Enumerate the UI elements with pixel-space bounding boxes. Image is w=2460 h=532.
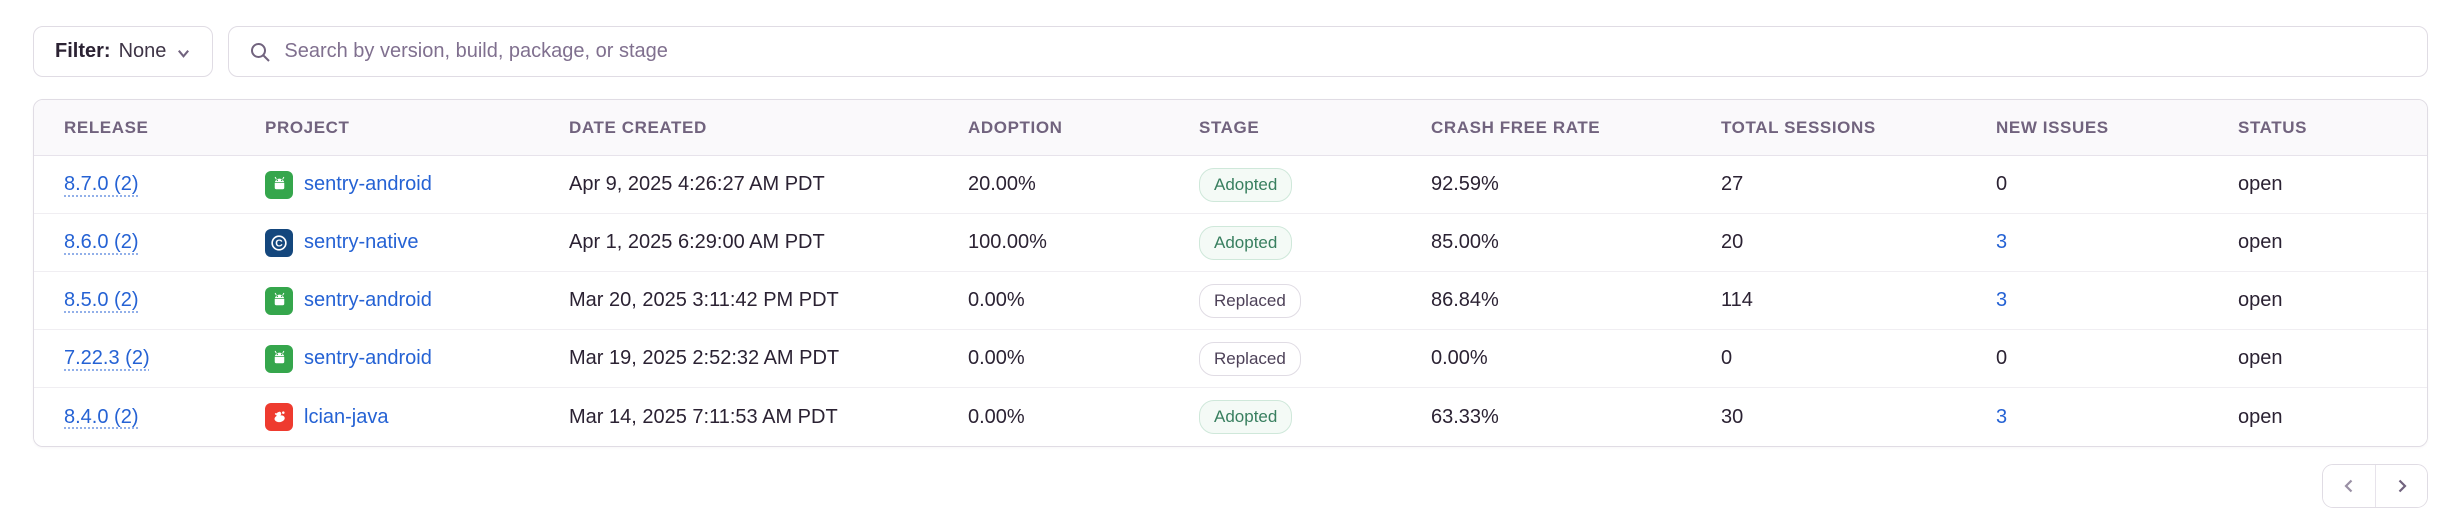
adoption-cell: 0.00% xyxy=(968,347,1025,369)
date-created-cell: Apr 9, 2025 4:26:27 AM PDT xyxy=(569,173,825,195)
table-row: 8.7.0 (2) sentry-android Apr 9, 2025 4:2… xyxy=(34,156,2427,214)
filter-value: None xyxy=(118,40,167,62)
total-sessions-cell: 27 xyxy=(1721,173,1744,195)
table-row: 7.22.3 (2) sentry-android Mar 19, 2025 2… xyxy=(34,330,2427,388)
table-row: 8.6.0 (2) C sentry-native Apr 1, 2025 6:… xyxy=(34,214,2427,272)
new-issues-link[interactable]: 3 xyxy=(1996,289,2008,311)
column-header-stage: Stage xyxy=(1199,117,1260,137)
project-link[interactable]: sentry-android xyxy=(304,347,432,369)
status-cell: open xyxy=(2238,289,2283,311)
column-header-total-sessions: Total Sessions xyxy=(1721,117,1876,137)
chevron-down-icon xyxy=(178,49,190,58)
total-sessions-cell: 20 xyxy=(1721,231,1744,253)
release-version-link[interactable]: 7.22.3 (2) xyxy=(64,347,150,369)
status-cell: open xyxy=(2238,405,2283,428)
status-cell: open xyxy=(2238,231,2283,253)
search-bar[interactable] xyxy=(228,26,2428,77)
android-icon xyxy=(265,344,293,373)
new-issues-cell: 0 xyxy=(1996,347,2008,369)
new-issues-link[interactable]: 3 xyxy=(1996,231,2008,253)
column-header-project: Project xyxy=(265,117,350,137)
column-header-status: Status xyxy=(2238,117,2308,137)
table-row: 8.5.0 (2) sentry-android Mar 20, 2025 3:… xyxy=(34,272,2427,330)
project-link[interactable]: lcian-java xyxy=(304,405,389,428)
table-row: 8.4.0 (2) lcian-java Mar 14, 2025 7:11:5… xyxy=(34,388,2427,446)
status-cell: open xyxy=(2238,173,2283,195)
next-page-button[interactable] xyxy=(2375,465,2427,507)
project-link[interactable]: sentry-native xyxy=(304,231,419,253)
column-header-release: Release xyxy=(64,117,149,137)
filter-label: Filter: xyxy=(55,40,111,62)
date-created-cell: Apr 1, 2025 6:29:00 AM PDT xyxy=(569,231,825,253)
status-cell: open xyxy=(2238,347,2283,369)
adoption-cell: 0.00% xyxy=(968,405,1025,428)
crash-free-rate-cell: 85.00% xyxy=(1431,231,1499,253)
search-icon xyxy=(251,42,271,62)
releases-page: Filter: None Release Project Date Create… xyxy=(33,26,2428,508)
filter-dropdown-button[interactable]: Filter: None xyxy=(33,26,214,77)
android-icon xyxy=(265,170,293,199)
adoption-cell: 20.00% xyxy=(968,173,1036,195)
new-issues-cell: 0 xyxy=(1996,173,2008,195)
android-icon xyxy=(265,286,293,315)
new-issues-link[interactable]: 3 xyxy=(1996,405,2008,428)
c-language-icon: C xyxy=(265,228,293,257)
stage-badge: Adopted xyxy=(1199,167,1293,202)
adoption-cell: 0.00% xyxy=(968,289,1025,311)
pagination xyxy=(33,464,2428,508)
java-icon xyxy=(265,403,293,431)
adoption-cell: 100.00% xyxy=(968,231,1047,253)
pagination-button-group xyxy=(2322,464,2428,508)
chevron-right-icon xyxy=(2398,479,2407,493)
toolbar: Filter: None xyxy=(33,26,2428,77)
stage-badge: Replaced xyxy=(1199,283,1301,318)
date-created-cell: Mar 14, 2025 7:11:53 AM PDT xyxy=(569,405,838,428)
date-created-cell: Mar 20, 2025 3:11:42 PM PDT xyxy=(569,289,839,311)
stage-badge: Adopted xyxy=(1199,225,1293,260)
chevron-left-icon xyxy=(2344,479,2353,493)
search-input[interactable] xyxy=(284,40,2407,63)
svg-text:C: C xyxy=(275,238,283,249)
release-version-link[interactable]: 8.6.0 (2) xyxy=(64,231,139,253)
release-version-link[interactable]: 8.4.0 (2) xyxy=(64,405,139,428)
column-header-new-issues: New Issues xyxy=(1996,117,2109,137)
column-header-date-created: Date Created xyxy=(569,117,707,137)
total-sessions-cell: 0 xyxy=(1721,347,1733,369)
total-sessions-cell: 30 xyxy=(1721,405,1744,428)
table-header-row: Release Project Date Created Adoption St… xyxy=(34,100,2427,156)
releases-table: Release Project Date Created Adoption St… xyxy=(33,99,2428,447)
crash-free-rate-cell: 86.84% xyxy=(1431,289,1499,311)
stage-badge: Adopted xyxy=(1199,400,1293,434)
project-link[interactable]: sentry-android xyxy=(304,289,432,311)
total-sessions-cell: 114 xyxy=(1721,289,1753,311)
crash-free-rate-cell: 0.00% xyxy=(1431,347,1488,369)
crash-free-rate-cell: 92.59% xyxy=(1431,173,1499,195)
column-header-crash-free-rate: Crash Free Rate xyxy=(1431,117,1601,137)
crash-free-rate-cell: 63.33% xyxy=(1431,405,1499,428)
date-created-cell: Mar 19, 2025 2:52:32 AM PDT xyxy=(569,347,840,369)
release-version-link[interactable]: 8.7.0 (2) xyxy=(64,173,139,195)
project-link[interactable]: sentry-android xyxy=(304,173,432,195)
stage-badge: Replaced xyxy=(1199,341,1301,376)
release-version-link[interactable]: 8.5.0 (2) xyxy=(64,289,139,311)
column-header-adoption: Adoption xyxy=(968,117,1063,137)
previous-page-button[interactable] xyxy=(2323,465,2375,507)
